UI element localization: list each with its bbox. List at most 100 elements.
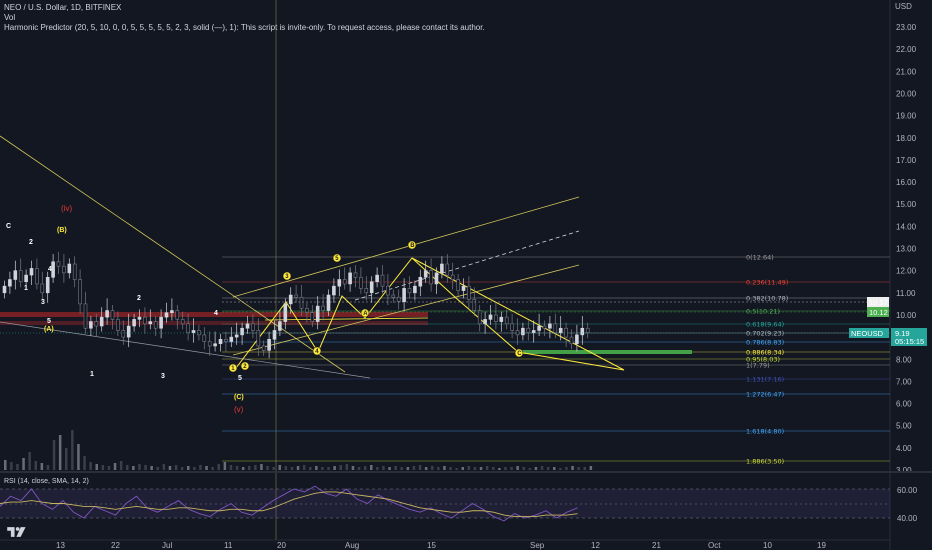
fib-label: 0.786(8.83) (746, 339, 784, 347)
wave-label: (C) (234, 394, 244, 401)
price-tick: 19.00 (896, 112, 917, 121)
price-tag-value: 10.12 (869, 308, 888, 317)
resistance-zone (0, 312, 428, 317)
price-tick: 6.00 (896, 400, 912, 409)
rsi-tick: 60.00 (897, 486, 918, 495)
price-tick: 12.00 (896, 267, 917, 276)
price-tag-value: 10.57 (869, 298, 888, 307)
wave-label: 1 (24, 285, 28, 292)
price-tick: 17.00 (896, 156, 917, 165)
wave-label: 4 (214, 310, 218, 317)
price-tag (867, 307, 889, 317)
time-tick: 12 (591, 541, 600, 550)
symbol-title[interactable]: NEO / U.S. Dollar, 1D, BITFINEX (4, 3, 122, 12)
time-tick: Jul (162, 541, 172, 550)
bar-countdown: 05:15:15 (895, 337, 924, 346)
price-tick: 3.00 (896, 466, 912, 475)
rsi-line (0, 485, 578, 522)
chart-header: NEO / U.S. Dollar, 1D, BITFINEX Vol Harm… (4, 2, 485, 32)
time-tick: 20 (277, 541, 286, 550)
price-tick: 15.00 (896, 200, 917, 209)
price-tick: 8.00 (896, 355, 912, 364)
fib-label: 1.272(6.47) (746, 391, 784, 399)
price-tick: 5.00 (896, 422, 912, 431)
harmonic-point-label: 3 (285, 274, 289, 280)
price-tick: 4.00 (896, 444, 912, 453)
volume-bars (4, 430, 593, 470)
wave-label: (iv) (61, 204, 72, 213)
fib-label: 1.131(7.16) (746, 376, 784, 384)
fib-label: 1.886(3.50) (746, 458, 784, 466)
time-tick: 10 (763, 541, 772, 550)
rsi-ma-line (0, 491, 578, 517)
vol-legend[interactable]: Vol (4, 13, 16, 22)
price-tick: 11.00 (896, 289, 916, 298)
fib-label: 0.95(8.03) (746, 356, 780, 364)
wave-label: (v) (234, 405, 244, 414)
last-price: 9.19 (895, 329, 910, 338)
time-tick: 22 (111, 541, 120, 550)
tradingview-logo-icon[interactable] (6, 523, 28, 541)
rsi-legend[interactable]: RSI (14, close, SMA, 14, 2) (4, 478, 89, 485)
wave-label: 1 (90, 371, 94, 378)
price-tick: 13.00 (896, 245, 917, 254)
time-tick: 21 (652, 541, 661, 550)
price-tick: 10.00 (896, 311, 917, 320)
fib-label: 0.702(9.23) (746, 330, 784, 338)
time-tick: Aug (345, 541, 359, 550)
price-tick: 16.00 (896, 178, 917, 187)
symbol-tag (849, 328, 889, 338)
harmonic-point-label: C (517, 351, 522, 357)
harmonic-point-label: 5 (335, 256, 339, 262)
currency-label: USD (895, 2, 912, 11)
time-tick: 13 (56, 541, 65, 550)
price-tick: 20.00 (896, 89, 917, 98)
price-tag (867, 297, 889, 307)
wave-label: (B) (57, 227, 67, 234)
symbol-tag-text: NEOUSD (851, 329, 884, 338)
fib-label: 0(12.64) (746, 254, 774, 262)
fib-label: 1(7.79) (746, 362, 770, 370)
harmonic-point-label: A (363, 311, 368, 317)
wave-label: C (6, 223, 11, 230)
wave-label: 5 (47, 318, 51, 325)
fib-label: 0.382(10.78) (746, 295, 788, 303)
fib-levels: 0(12.64) 0.236(11.49) 0.382(10.78) 0.5(10.2… (222, 254, 890, 466)
price-tick: 23.00 (896, 23, 917, 32)
fib-label: 0.236(11.49) (746, 279, 788, 287)
time-tick: 15 (427, 541, 436, 550)
harmonic-point-label: 1 (231, 366, 235, 372)
price-tick: 18.00 (896, 134, 917, 143)
time-axis[interactable]: 13 22 Jul 11 20 Aug 15 Sep 12 21 Oct 10 19 (56, 541, 826, 550)
wave-label: 5 (238, 375, 242, 382)
wave-labels: C 2 1 3 4 5 1 2 3 4 5 (B) (A) (C) (iv) (… (6, 204, 244, 414)
price-tick: 7.00 (896, 377, 912, 386)
harmonic-points: B A C 1 2 3 4 5 (228, 240, 524, 373)
fib-label: 0.618(9.64) (746, 321, 784, 329)
harmonic-point-label: 2 (243, 364, 247, 370)
wave-label: 3 (41, 299, 45, 306)
harmonic-point-label: B (410, 243, 415, 249)
fib-label: 1.618(4.80) (746, 428, 784, 436)
price-axis[interactable]: 23.00 22.00 21.00 20.00 19.00 18.00 17.00 16.00… (896, 23, 917, 475)
time-tick: Oct (708, 541, 721, 550)
price-tick: 21.00 (896, 67, 917, 76)
rsi-tick: 40.00 (897, 514, 918, 523)
indicator-legend[interactable]: Harmonic Predictor (20, 5, 10, 0, 0, 5, … (4, 23, 485, 32)
time-tick: 19 (817, 541, 826, 550)
rsi-band (0, 489, 890, 518)
fib-label: 0.886(8.34) (746, 349, 784, 357)
resistance-zone-2 (0, 321, 428, 325)
wave-label: 4 (48, 266, 52, 273)
time-tick: 11 (224, 541, 233, 550)
last-price-tag (891, 328, 927, 346)
wave-label: 3 (161, 373, 165, 380)
time-tick: Sep (530, 541, 545, 550)
price-tick: 22.00 (896, 45, 917, 54)
support-zone (522, 350, 692, 354)
wave-label: (A) (44, 326, 54, 333)
candlesticks (2, 251, 590, 359)
fib-label: 0.5(10.21) (746, 308, 780, 316)
